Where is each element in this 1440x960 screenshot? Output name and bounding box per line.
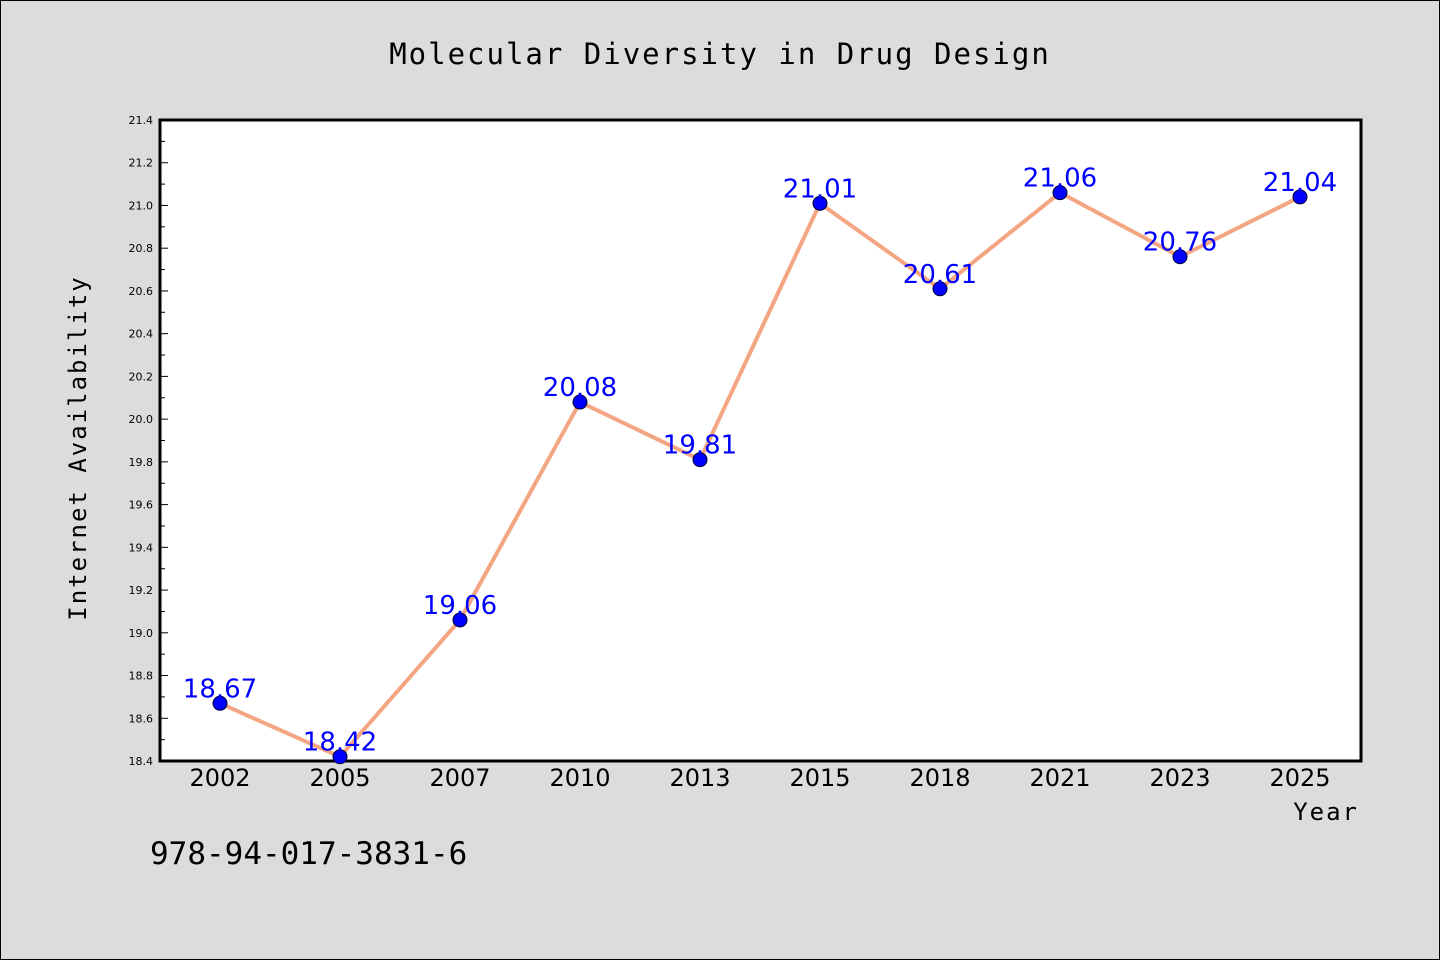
- x-tick-label: 2021: [1029, 764, 1090, 792]
- y-tick-label: 18.6: [129, 712, 154, 725]
- data-point: [692, 452, 708, 468]
- x-tick-label: 2005: [309, 764, 370, 792]
- data-point: [1052, 185, 1068, 201]
- y-tick-label: 18.8: [129, 670, 154, 683]
- y-tick-label: 21.2: [129, 157, 154, 170]
- data-point: [1172, 249, 1188, 265]
- series-line: [219, 190, 1301, 759]
- y-tick-label: 18.4: [129, 755, 154, 768]
- y-tick-label: 20.8: [129, 242, 154, 255]
- data-point: [812, 195, 828, 211]
- y-tick-label: 20.4: [129, 328, 154, 341]
- data-label: 18.42: [303, 728, 377, 758]
- data-label: 18.67: [183, 674, 257, 704]
- data-label: 20.61: [903, 260, 977, 290]
- y-tick-label: 19.0: [129, 627, 154, 640]
- isbn-text: 978-94-017-3831-6: [150, 836, 467, 872]
- data-labels-group: 18.67 18.42 19.06 20.08 19.81 21.01 20.61 21.06…: [183, 164, 1337, 758]
- data-point: [332, 749, 348, 765]
- data-point: [212, 695, 228, 711]
- y-tick-label: 19.4: [129, 541, 154, 554]
- x-tick-label: 2007: [429, 764, 490, 792]
- y-tick-label: 21.0: [129, 199, 154, 212]
- x-axis-label: Year: [1293, 798, 1359, 826]
- y-tick-label: 21.4: [129, 114, 154, 127]
- y-tick-label: 19.8: [129, 456, 154, 469]
- y-axis: 18.4 18.6 18.8 19.0 19.2 19.4 19.6 19.8 20.0 20.2…: [129, 114, 168, 768]
- data-point: [452, 612, 468, 628]
- series-line-group: [212, 185, 1308, 765]
- data-label: 21.06: [1023, 164, 1097, 194]
- y-axis-label: Internet Availability: [64, 275, 92, 620]
- x-tick-label: 2010: [549, 764, 610, 792]
- data-label: 20.76: [1143, 228, 1217, 258]
- data-point: [1292, 189, 1308, 205]
- x-tick-label: 2015: [789, 764, 850, 792]
- data-point: [572, 394, 588, 410]
- plot-area: [158, 118, 1363, 763]
- x-tick-label: 2023: [1149, 764, 1210, 792]
- data-point: [932, 281, 948, 297]
- data-label: 19.81: [663, 431, 737, 461]
- data-label: 20.08: [543, 373, 617, 403]
- x-axis: 2002 2005 2007 2010 2013 2015 2018 2021 2023 2025: [189, 764, 1330, 792]
- y-tick-label: 19.6: [129, 499, 154, 512]
- x-tick-label: 2025: [1269, 764, 1330, 792]
- data-label: 19.06: [423, 591, 497, 621]
- x-tick-label: 2013: [669, 764, 730, 792]
- data-label: 21.01: [783, 174, 857, 204]
- x-tick-label: 2018: [909, 764, 970, 792]
- y-tick-label: 20.6: [129, 285, 154, 298]
- y-tick-label: 19.2: [129, 584, 154, 597]
- data-label: 21.04: [1263, 168, 1337, 198]
- y-tick-label: 20.0: [129, 413, 154, 426]
- y-tick-label: 20.2: [129, 370, 154, 383]
- x-tick-label: 2002: [189, 764, 250, 792]
- chart-title: Molecular Diversity in Drug Design: [389, 37, 1051, 71]
